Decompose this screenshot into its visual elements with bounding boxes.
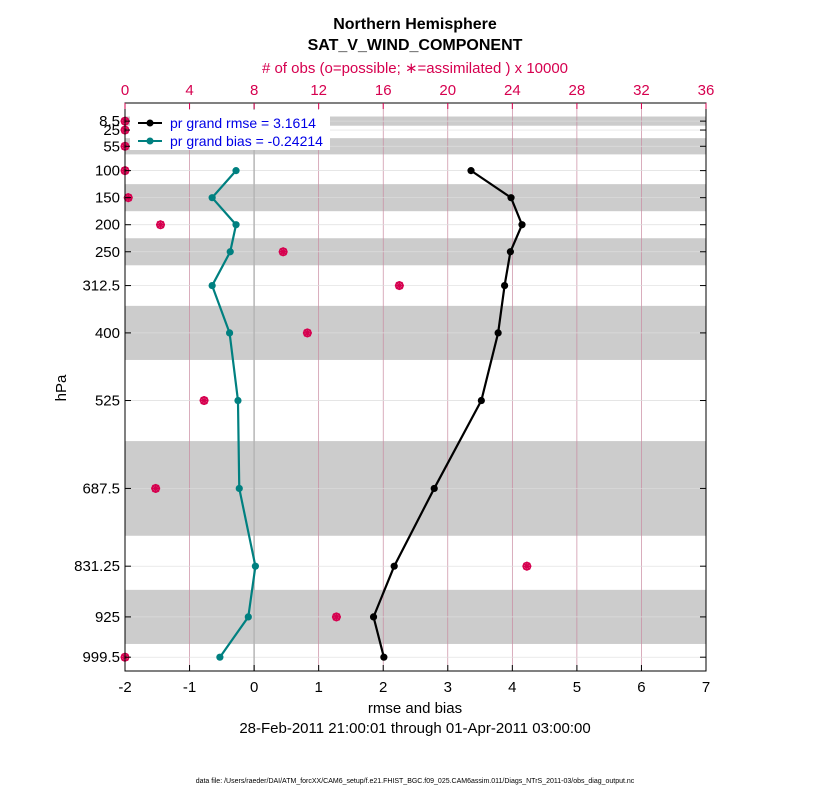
top-tick-label: 0 bbox=[121, 82, 129, 99]
legend-rmse-label: pr grand rmse = 3.1614 bbox=[170, 115, 316, 131]
y-tick-label: 831.25 bbox=[74, 558, 120, 575]
y-tick-label: 100 bbox=[95, 163, 120, 180]
top-tick-label: 12 bbox=[310, 82, 327, 99]
legend-rmse-marker bbox=[146, 119, 154, 127]
top-tick-label: 4 bbox=[185, 82, 193, 99]
series-point-rmse bbox=[518, 221, 526, 229]
series-point-rmse bbox=[390, 562, 398, 570]
top-axis-label: # of obs (o=possible; ∗=assimilated ) x … bbox=[262, 60, 568, 77]
series-point-bias bbox=[251, 562, 260, 570]
x-tick-label: 4 bbox=[508, 679, 516, 696]
obs-assimilated-marker bbox=[394, 281, 404, 291]
series-point-bias bbox=[208, 194, 216, 202]
top-tick-label: 32 bbox=[633, 82, 650, 99]
y-tick-label: 999.5 bbox=[82, 649, 120, 666]
series-point-bias bbox=[232, 167, 240, 175]
plot-frame bbox=[124, 102, 707, 672]
y-tick-label: 55 bbox=[103, 138, 120, 155]
obs-assimilated-marker bbox=[199, 396, 209, 406]
series-point-bias bbox=[235, 484, 243, 493]
x-tick-label: 2 bbox=[379, 679, 387, 696]
obs-assimilated-marker bbox=[522, 561, 532, 571]
series-point-rmse bbox=[467, 167, 475, 175]
y-tick-label: 312.5 bbox=[82, 278, 120, 295]
series-point-rmse bbox=[369, 613, 378, 621]
y-tick-label: 400 bbox=[95, 325, 120, 342]
obs-assimilated-marker bbox=[278, 247, 288, 257]
y-axis-label: hPa bbox=[53, 374, 70, 401]
series-point-rmse bbox=[507, 194, 515, 202]
x-tick-label: -1 bbox=[183, 679, 196, 696]
legend-bias-label: pr grand bias = -0.24214 bbox=[170, 133, 323, 149]
legend: pr grand rmse = 3.1614 pr grand bias = -… bbox=[130, 110, 330, 150]
x-tick-label: 7 bbox=[702, 679, 710, 696]
x-tick-label: 6 bbox=[637, 679, 645, 696]
top-tick-label: 28 bbox=[569, 82, 586, 99]
top-tick-label: 20 bbox=[439, 82, 456, 99]
x-tick-label: 0 bbox=[250, 679, 258, 696]
x-axis-label: rmse and bias bbox=[368, 700, 462, 717]
data-series bbox=[208, 167, 526, 661]
y-tick-label: 925 bbox=[95, 609, 120, 626]
top-tick-label: 16 bbox=[375, 82, 392, 99]
legend-box bbox=[130, 110, 330, 150]
top-tick-label: 8 bbox=[250, 82, 258, 99]
obs-assimilated-marker bbox=[151, 483, 161, 493]
series-point-rmse bbox=[494, 329, 502, 337]
series-point-bias bbox=[208, 281, 216, 290]
y-tick-label: 150 bbox=[95, 190, 120, 207]
top-tick-label: 24 bbox=[504, 82, 521, 99]
y-tick-label: 25 bbox=[103, 122, 120, 139]
series-point-rmse bbox=[500, 281, 509, 290]
series-point-bias bbox=[244, 613, 252, 621]
series-point-rmse bbox=[430, 484, 438, 493]
chart-subtitle: SAT_V_WIND_COMPONENT bbox=[308, 37, 523, 54]
chart-title: Northern Hemisphere bbox=[333, 16, 497, 33]
series-point-rmse bbox=[477, 396, 485, 405]
data-file-footnote: data file: /Users/raeder/DAI/ATM_forcXX/… bbox=[196, 778, 635, 785]
x-tick-label: -2 bbox=[118, 679, 131, 696]
obs-assimilated-marker bbox=[156, 220, 166, 230]
y-tick-label: 250 bbox=[95, 244, 120, 261]
series-point-rmse bbox=[506, 248, 514, 256]
legend-bias-marker bbox=[146, 137, 154, 145]
y-tick-label: 687.5 bbox=[82, 480, 120, 497]
obs-assimilated-marker bbox=[331, 612, 341, 622]
y-tick-label: 200 bbox=[95, 217, 120, 234]
series-point-bias bbox=[216, 653, 224, 661]
y-tick-label: 8.5 bbox=[99, 113, 120, 130]
top-tick-label: 36 bbox=[698, 82, 715, 99]
x-tick-label: 1 bbox=[314, 679, 322, 696]
date-range-label: 28-Feb-2011 21:00:01 through 01-Apr-2011… bbox=[239, 720, 590, 737]
series-point-bias bbox=[225, 329, 234, 337]
series-point-bias bbox=[232, 221, 240, 229]
obs-assimilated-marker bbox=[302, 328, 312, 338]
series-point-rmse bbox=[380, 653, 388, 661]
axis-ticks: 0 4 8 12 16 20 24 28 32 368.52555100150200250312.… bbox=[74, 82, 714, 696]
series-point-bias bbox=[226, 248, 234, 256]
x-tick-label: 5 bbox=[573, 679, 581, 696]
x-tick-label: 3 bbox=[444, 679, 452, 696]
series-point-bias bbox=[234, 396, 242, 405]
y-tick-label: 525 bbox=[95, 393, 120, 410]
